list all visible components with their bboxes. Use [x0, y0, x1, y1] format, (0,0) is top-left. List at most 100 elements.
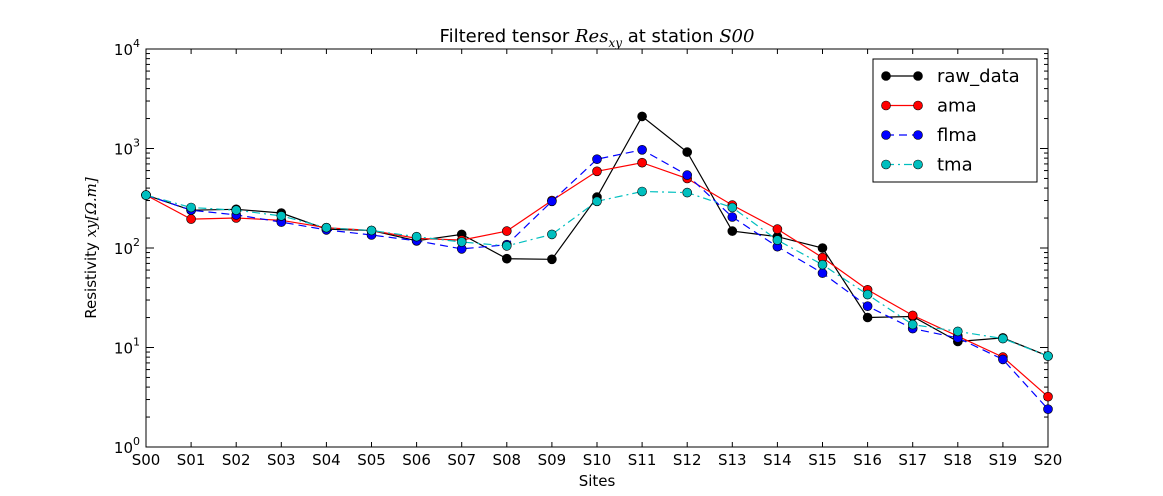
y-tick-label: 103 [114, 137, 140, 159]
data-point-flma [547, 196, 557, 207]
x-tick-label: S16 [853, 451, 882, 469]
legend-marker [881, 71, 891, 81]
data-point-raw_data [862, 312, 873, 323]
y-axis-title-math: xy[Ω.m] [82, 177, 100, 237]
data-point-tma [952, 326, 963, 337]
data-point-flma [862, 301, 873, 312]
data-point-tma [817, 259, 828, 270]
y-tick-label: 100 [114, 435, 140, 457]
x-tick-label: S02 [222, 451, 251, 469]
x-tick-label: S13 [718, 451, 747, 469]
x-tick-label: S12 [673, 451, 702, 469]
data-point-raw_data [501, 253, 512, 264]
data-point-ama [772, 224, 783, 234]
x-tick-label: S09 [538, 451, 567, 469]
x-axis-title: Sites [579, 472, 616, 490]
legend-item-raw_data: raw_data [881, 66, 1020, 87]
data-point-raw_data [547, 254, 557, 265]
x-tick-label: S15 [808, 451, 837, 469]
data-point-flma [682, 170, 693, 180]
data-point-tma [907, 319, 918, 330]
data-point-tma [366, 225, 377, 236]
data-point-tma [1043, 351, 1053, 361]
data-point-tma [231, 205, 241, 215]
data-point-tma [772, 235, 783, 245]
legend-marker [881, 130, 891, 140]
data-point-tma [411, 231, 422, 242]
axis-ticks: S00 S01 S02 S03 S04 S05 S06 S07 S08 S09 S10 S11 S12 S… [114, 37, 1062, 469]
x-tick-label: S19 [989, 451, 1018, 469]
x-tick-label: S00 [132, 451, 161, 469]
legend-label: ama [937, 96, 977, 117]
data-point-flma [637, 145, 647, 155]
title-math: Res [574, 26, 608, 47]
data-point-raw_data [682, 147, 693, 157]
data-point-flma [727, 212, 738, 222]
data-point-ama [186, 214, 196, 224]
y-tick-label: 101 [114, 336, 140, 358]
data-point-raw_data [727, 226, 738, 236]
data-point-tma [456, 237, 467, 247]
chart-title: Filtered tensor Resxy at station S00 [440, 26, 755, 50]
x-tick-label: S11 [628, 451, 657, 469]
data-point-raw_data [817, 243, 828, 253]
legend-item-tma: tma [881, 155, 973, 176]
title-prefix: Filtered tensor [440, 26, 575, 47]
data-point-ama [1043, 391, 1053, 402]
data-point-raw_data [637, 111, 647, 122]
data-point-tma [727, 202, 738, 213]
x-tick-label: S06 [402, 451, 431, 469]
data-point-flma [1043, 404, 1053, 415]
legend-label: raw_data [937, 66, 1020, 87]
title-mid: at station [622, 26, 719, 47]
data-point-flma [817, 268, 828, 278]
data-point-flma [998, 354, 1008, 365]
x-tick-label: S04 [312, 451, 341, 469]
data-point-ama [637, 157, 647, 168]
legend-marker [881, 100, 891, 111]
x-tick-label: S07 [447, 451, 476, 469]
data-point-tma [501, 241, 512, 251]
data-point-tma [186, 202, 196, 213]
x-tick-label: S17 [898, 451, 927, 469]
data-point-tma [547, 229, 557, 240]
legend-marker [913, 159, 923, 170]
data-point-ama [907, 310, 918, 321]
x-tick-label: S05 [357, 451, 386, 469]
x-tick-label: S20 [1034, 451, 1063, 469]
data-point-ama [592, 166, 602, 177]
legend-marker [881, 159, 891, 170]
y-axis-title-prefix: Resistivity [82, 237, 100, 318]
data-point-tma [682, 187, 693, 198]
x-tick-label: S01 [177, 451, 206, 469]
legend-marker [913, 100, 923, 111]
legend-box [872, 58, 1038, 183]
series-line-flma [145, 149, 1049, 410]
legend-label: flma [937, 125, 977, 146]
x-tick-label: S08 [492, 451, 521, 469]
series-tma [141, 186, 1053, 361]
y-axis-title: Resistivity xy[Ω.m] [82, 177, 100, 319]
legend-marker [913, 71, 923, 81]
data-point-tma [592, 196, 602, 207]
data-point-tma [998, 333, 1008, 344]
data-point-flma [592, 154, 602, 164]
data-point-ama [501, 226, 512, 236]
x-tick-label: S14 [763, 451, 792, 469]
y-tick-label: 104 [114, 37, 140, 59]
legend-item-flma: flma [881, 125, 977, 146]
x-tick-label: S18 [943, 451, 972, 469]
legend-marker [913, 130, 923, 140]
legend-item-ama: ama [881, 96, 977, 117]
title-math-sub: xy [608, 36, 622, 50]
x-tick-label: S10 [583, 451, 612, 469]
title-station: S00 [719, 26, 754, 47]
data-point-tma [862, 289, 873, 300]
legend-label: tma [937, 155, 973, 176]
series-layer [141, 111, 1053, 415]
y-tick-label: 102 [114, 236, 140, 258]
data-point-tma [141, 190, 151, 200]
data-point-tma [276, 211, 287, 221]
